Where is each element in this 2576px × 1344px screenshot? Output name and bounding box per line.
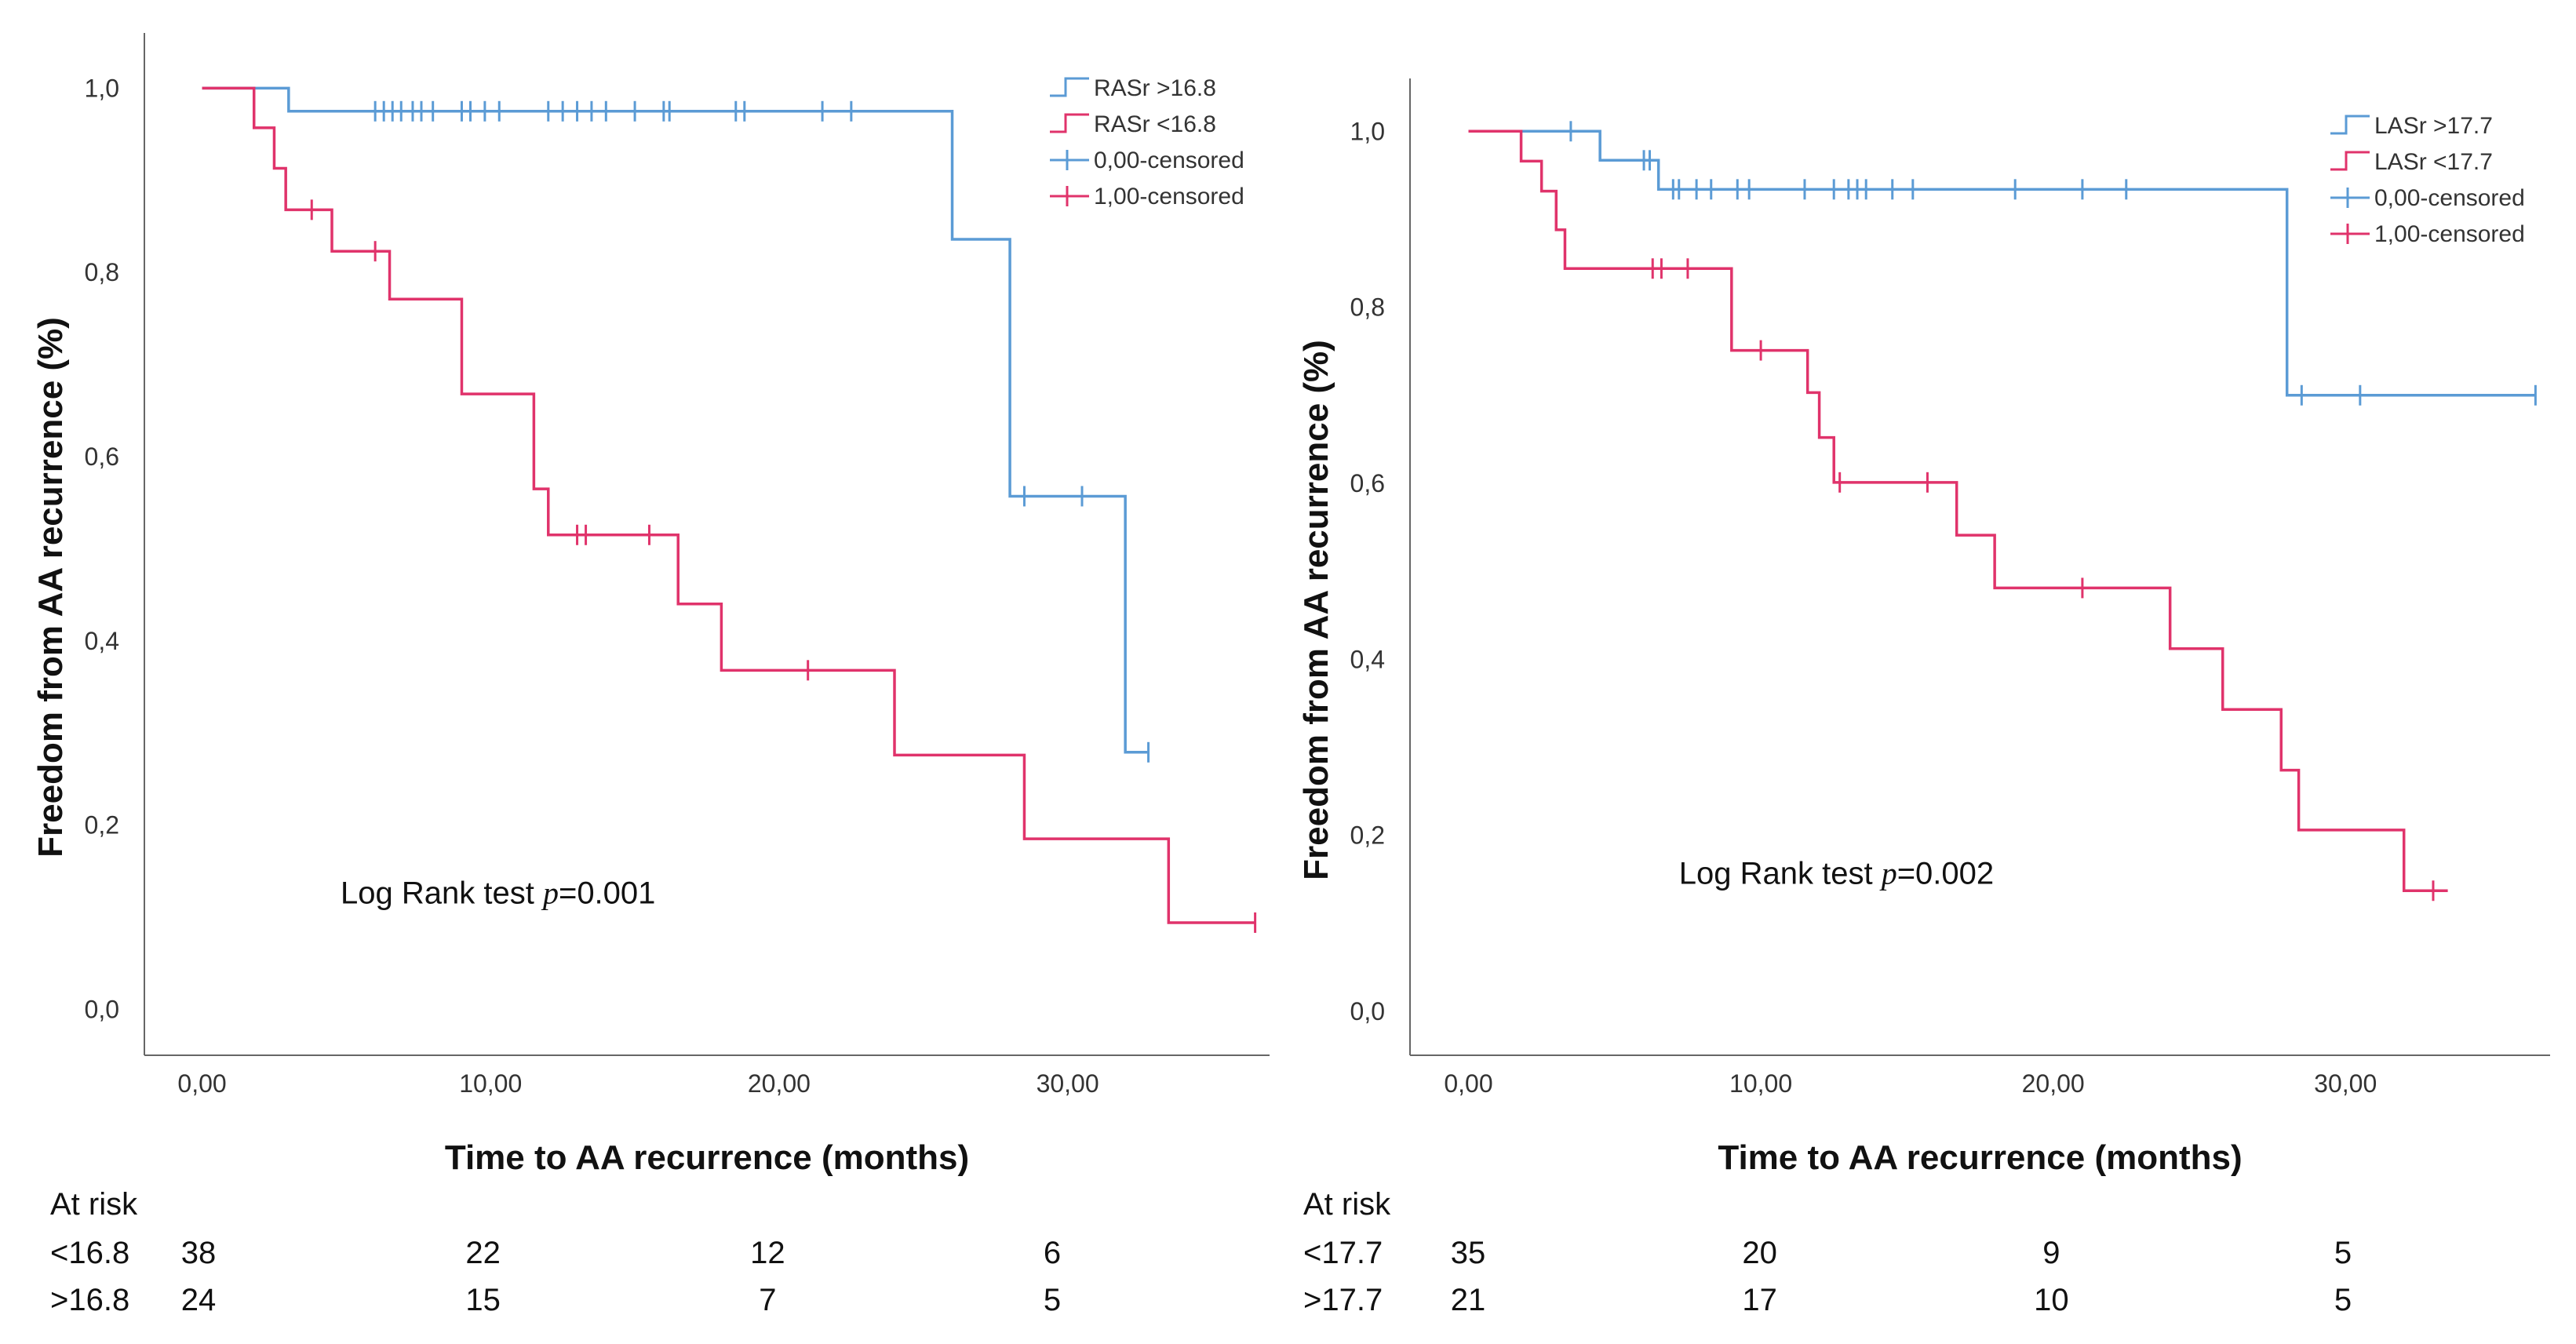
survival-curve-high xyxy=(202,88,1149,752)
x-tick-label: 0,00 xyxy=(177,1069,226,1098)
kaplan-meier-figure: 0,0 0,2 0,4 0,6 0,8 1,0 0,00 10,00 20,00 30,00 Tim… xyxy=(0,0,2576,1344)
y-tick-label: 0,8 xyxy=(1350,293,1385,322)
legend-line-swatch xyxy=(2330,152,2370,169)
at-risk-title: At risk xyxy=(50,1187,138,1222)
at-risk-count: 5 xyxy=(2334,1283,2352,1317)
y-axis-title: Freedom from AA recurrence (%) xyxy=(1297,340,1335,880)
x-axis-title: Time to AA recurrence (months) xyxy=(1718,1138,2242,1177)
y-tick-label: 0,2 xyxy=(85,811,119,840)
y-axis-title: Freedom from AA recurrence (%) xyxy=(31,317,70,858)
x-tick-label: 20,00 xyxy=(748,1069,811,1098)
legend-entry: RASr >16.8 xyxy=(1094,75,1216,101)
at-risk-count: 12 xyxy=(750,1236,785,1270)
at-risk-count: 21 xyxy=(1451,1283,1486,1317)
y-tick-label: 0,6 xyxy=(1350,469,1385,497)
y-tick-label: 0,4 xyxy=(1350,645,1385,673)
legend-entry: LASr >17.7 xyxy=(2374,113,2493,139)
at-risk-count: 22 xyxy=(465,1236,501,1270)
y-tick-label: 0,2 xyxy=(1350,821,1385,850)
y-tick-label: 0,6 xyxy=(85,443,119,471)
legend: RASr >16.8 RASr <16.8 0,00-censored 1,00-ce… xyxy=(1050,75,1244,209)
x-tick-label: 10,00 xyxy=(1729,1069,1792,1098)
at-risk-row-label: >17.7 xyxy=(1303,1283,1383,1317)
at-risk-count: 38 xyxy=(181,1236,217,1270)
y-tick-label: 0,0 xyxy=(85,995,119,1023)
legend-line-swatch xyxy=(2330,116,2370,133)
y-tick-label: 0,4 xyxy=(85,627,119,655)
at-risk-row-label: >16.8 xyxy=(50,1283,129,1317)
at-risk-count: 17 xyxy=(1742,1283,1777,1317)
x-tick-label: 30,00 xyxy=(2314,1069,2377,1098)
at-risk-count: 15 xyxy=(465,1283,501,1317)
at-risk-count: 6 xyxy=(1044,1236,1061,1270)
at-risk-row-label: <16.8 xyxy=(50,1236,129,1270)
y-tick-label: 0,0 xyxy=(1350,997,1385,1025)
chart-panel-2: 0,0 0,2 0,4 0,6 0,8 1,0 0,00 10,00 20,00 30,00 Tim… xyxy=(1297,78,2550,1317)
survival-curve-low xyxy=(1469,131,2448,891)
at-risk-count: 9 xyxy=(2042,1236,2060,1270)
at-risk-row-label: <17.7 xyxy=(1303,1236,1383,1270)
at-risk-title: At risk xyxy=(1303,1187,1391,1222)
at-risk-count: 5 xyxy=(1044,1283,1061,1317)
y-tick-label: 1,0 xyxy=(1350,117,1385,145)
x-tick-label: 30,00 xyxy=(1037,1069,1099,1098)
survival-curve-low xyxy=(202,88,1255,923)
at-risk-count: 35 xyxy=(1451,1236,1486,1270)
x-tick-label: 0,00 xyxy=(1444,1069,1492,1098)
x-tick-label: 20,00 xyxy=(2022,1069,2085,1098)
legend-line-swatch xyxy=(1050,78,1089,96)
y-tick-label: 0,8 xyxy=(85,258,119,286)
at-risk-table: At risk <17.7 35 20 9 5 >17.7 21 17 10 5 xyxy=(1303,1187,2352,1317)
legend-entry: 1,00-censored xyxy=(2374,221,2525,247)
y-tick-label: 1,0 xyxy=(85,74,119,102)
legend-entry: 0,00-censored xyxy=(1094,148,1244,173)
at-risk-count: 24 xyxy=(181,1283,217,1317)
log-rank-annotation: Log Rank test p=0.001 xyxy=(341,875,655,910)
at-risk-count: 10 xyxy=(2034,1283,2069,1317)
legend: LASr >17.7 LASr <17.7 0,00-censored 1,00-ce… xyxy=(2330,113,2525,247)
at-risk-count: 5 xyxy=(2334,1236,2352,1270)
legend-entry: RASr <16.8 xyxy=(1094,111,1216,137)
at-risk-count: 20 xyxy=(1742,1236,1777,1270)
x-axis-title: Time to AA recurrence (months) xyxy=(445,1138,969,1177)
legend-entry: LASr <17.7 xyxy=(2374,149,2493,175)
legend-entry: 0,00-censored xyxy=(2374,185,2525,211)
legend-entry: 1,00-censored xyxy=(1094,184,1244,209)
x-tick-label: 10,00 xyxy=(459,1069,522,1098)
at-risk-count: 7 xyxy=(759,1283,776,1317)
chart-panel-1: 0,0 0,2 0,4 0,6 0,8 1,0 0,00 10,00 20,00 30,00 Tim… xyxy=(31,33,1270,1317)
at-risk-table: At risk <16.8 38 22 12 6 >16.8 24 15 7 5 xyxy=(50,1187,1061,1317)
legend-line-swatch xyxy=(1050,115,1089,132)
log-rank-annotation: Log Rank test p=0.002 xyxy=(1679,855,1994,891)
